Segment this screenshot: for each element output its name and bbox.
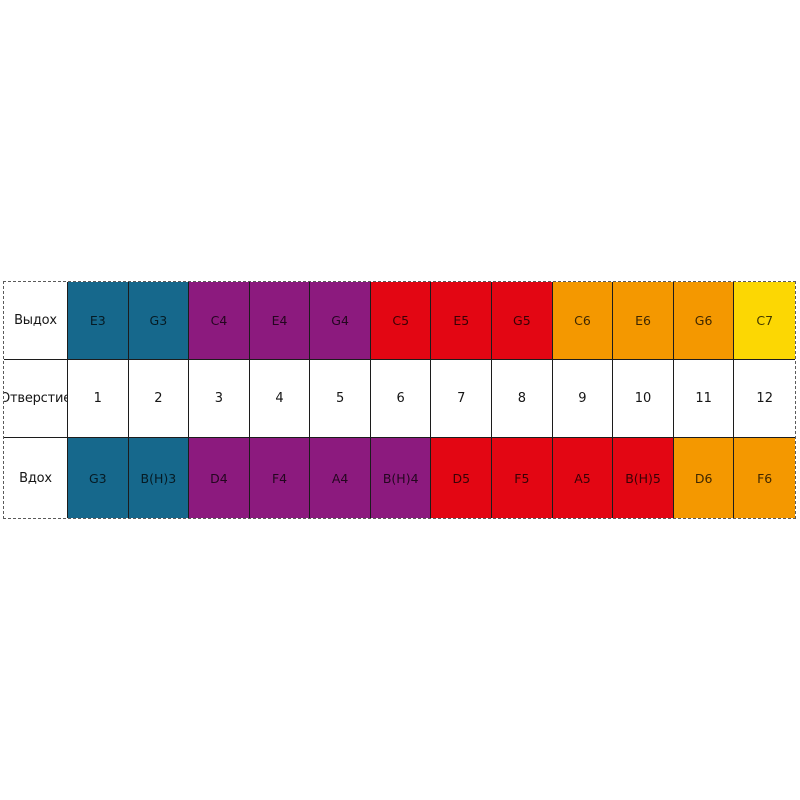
cell-inhale-3: D4 [189, 438, 250, 518]
row-label-inhale: Вдох [4, 438, 68, 518]
cell-hole-9: 9 [552, 360, 614, 438]
cell-inhale-7: D5 [431, 438, 493, 518]
cell-hole-4: 4 [249, 360, 311, 438]
cell-exhale-5: G4 [310, 282, 371, 360]
cell-inhale-12: F6 [734, 438, 795, 518]
cell-inhale-8: F5 [492, 438, 553, 518]
row-label-exhale: Выдох [4, 282, 68, 360]
cell-inhale-11: D6 [673, 438, 735, 518]
cell-exhale-6: C5 [370, 282, 432, 360]
cell-inhale-10: B(H)5 [613, 438, 674, 518]
cell-inhale-5: A4 [310, 438, 371, 518]
cell-exhale-2: G3 [128, 282, 190, 360]
cell-exhale-7: E5 [431, 282, 493, 360]
cell-hole-5: 5 [310, 360, 371, 438]
cell-hole-2: 2 [128, 360, 190, 438]
cell-exhale-1: E3 [68, 282, 129, 360]
cell-inhale-9: A5 [552, 438, 614, 518]
cell-inhale-1: G3 [68, 438, 129, 518]
cell-hole-3: 3 [189, 360, 250, 438]
cell-inhale-4: F4 [249, 438, 311, 518]
cell-inhale-2: B(H)3 [128, 438, 190, 518]
cell-inhale-6: B(H)4 [370, 438, 432, 518]
cell-hole-7: 7 [431, 360, 493, 438]
cell-hole-11: 11 [673, 360, 735, 438]
row-label-hole: Отверстие [4, 360, 68, 438]
cell-exhale-11: G6 [673, 282, 735, 360]
cell-exhale-8: G5 [492, 282, 553, 360]
harmonica-table: Выдох E3 G3 C4 E4 G4 C5 E5 G5 C6 E6 G6 C7 Отверстие 1 2… [3, 281, 796, 519]
cell-hole-1: 1 [68, 360, 129, 438]
cell-exhale-9: C6 [552, 282, 614, 360]
cell-exhale-12: C7 [734, 282, 795, 360]
cell-hole-12: 12 [734, 360, 795, 438]
cell-exhale-4: E4 [249, 282, 311, 360]
cell-exhale-3: C4 [189, 282, 250, 360]
cell-hole-6: 6 [370, 360, 432, 438]
cell-hole-10: 10 [613, 360, 674, 438]
cell-exhale-10: E6 [613, 282, 674, 360]
cell-hole-8: 8 [492, 360, 553, 438]
